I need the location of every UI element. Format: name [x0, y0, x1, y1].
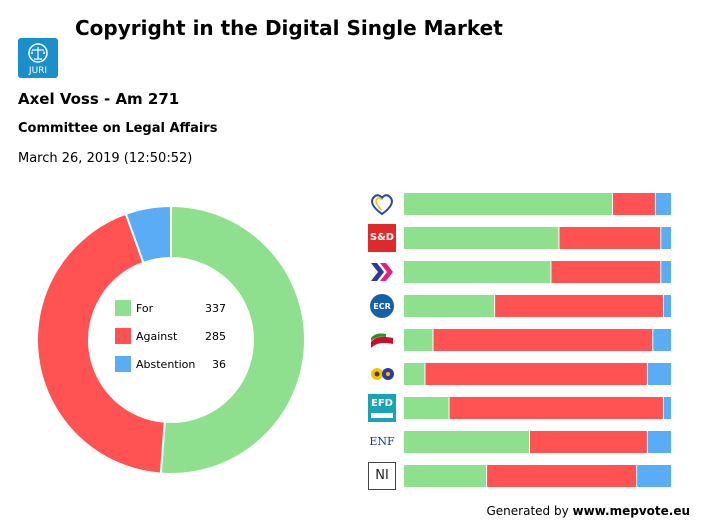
donut-slice-against — [36, 212, 166, 475]
bar-ni-against — [487, 465, 637, 487]
donut-slice-for — [159, 204, 307, 475]
donut-legend: For 337 Against 285 Abstention 36 — [115, 300, 230, 384]
sd-label: S&D — [369, 232, 395, 243]
efdd-label: EFD — [371, 398, 393, 409]
legend-swatch-abstention — [115, 356, 131, 372]
bar-sd-abstention — [661, 227, 671, 249]
bar-enf-for — [404, 431, 529, 453]
committee-name: Committee on Legal Affairs — [18, 121, 218, 136]
bar-enf-against — [529, 431, 647, 453]
legend-label-for: For — [136, 302, 154, 315]
bar-re-against — [551, 261, 661, 283]
efdd-logo-icon: EFD — [368, 394, 396, 422]
bar-greensefa-abstention — [647, 363, 671, 385]
bar-epp-for — [404, 193, 613, 215]
footer-site-link[interactable]: www.mepvote.eu — [572, 504, 690, 518]
vote-donut-chart — [36, 204, 307, 475]
bar-epp-against — [613, 193, 655, 215]
party-bar-chart — [404, 193, 671, 487]
epp-heart-icon — [368, 190, 396, 218]
bar-enf-abstention — [647, 431, 671, 453]
bar-guengl-abstention — [653, 329, 671, 351]
bar-guengl-against — [433, 329, 653, 351]
enf-label: ENF — [369, 435, 395, 448]
page-title: Copyright in the Digital Single Market — [75, 16, 503, 40]
legend-item-abstention: Abstention 36 — [115, 356, 230, 384]
bar-sd-against — [559, 227, 661, 249]
bar-greensefa-against — [425, 363, 647, 385]
scales-icon — [28, 43, 48, 63]
bar-epp-abstention — [655, 193, 671, 215]
ni-logo-icon: NI — [368, 462, 396, 490]
sd-logo-icon: S&D — [368, 224, 396, 252]
bar-sd-for — [404, 227, 559, 249]
vote-date: March 26, 2019 (12:50:52) — [18, 151, 193, 166]
ecr-label: ECR — [373, 302, 391, 311]
legend-value-against: 285 — [205, 330, 226, 343]
footer-credit: Generated by www.mepvote.eu — [487, 504, 691, 518]
logo-text: JURI — [28, 66, 48, 76]
legend-value-abstention: 36 — [212, 358, 226, 371]
legend-item-against: Against 285 — [115, 328, 230, 356]
bar-ecr-for — [404, 295, 495, 317]
bar-re-for — [404, 261, 551, 283]
juri-logo: JURI — [18, 38, 58, 78]
legend-label-abstention: Abstention — [136, 358, 196, 371]
bar-efdd-against — [449, 397, 663, 419]
legend-label-against: Against — [136, 330, 178, 343]
enf-logo-icon: ENF — [368, 428, 396, 456]
bar-greensefa-for — [404, 363, 425, 385]
bar-ni-for — [404, 465, 487, 487]
bar-efdd-for — [404, 397, 449, 419]
bar-re-abstention — [661, 261, 671, 283]
footer-prefix: Generated by — [486, 504, 569, 518]
bar-guengl-for — [404, 329, 433, 351]
renew-chevrons-icon — [368, 258, 396, 286]
vote-subtitle: Axel Voss - Am 271 — [18, 90, 180, 108]
legend-swatch-against — [115, 328, 131, 344]
bar-efdd-abstention — [663, 397, 671, 419]
legend-value-for: 337 — [205, 302, 226, 315]
ni-label: NI — [375, 468, 389, 483]
legend-swatch-for — [115, 300, 131, 316]
donut-slice-abstention — [124, 204, 172, 265]
legend-item-for: For 337 — [115, 300, 230, 328]
bar-ni-abstention — [637, 465, 671, 487]
gue-flag-icon — [368, 326, 396, 354]
greens-logo-icon — [368, 360, 396, 388]
bar-ecr-abstention — [663, 295, 671, 317]
ecr-logo-icon: ECR — [368, 292, 396, 320]
bar-ecr-against — [495, 295, 663, 317]
